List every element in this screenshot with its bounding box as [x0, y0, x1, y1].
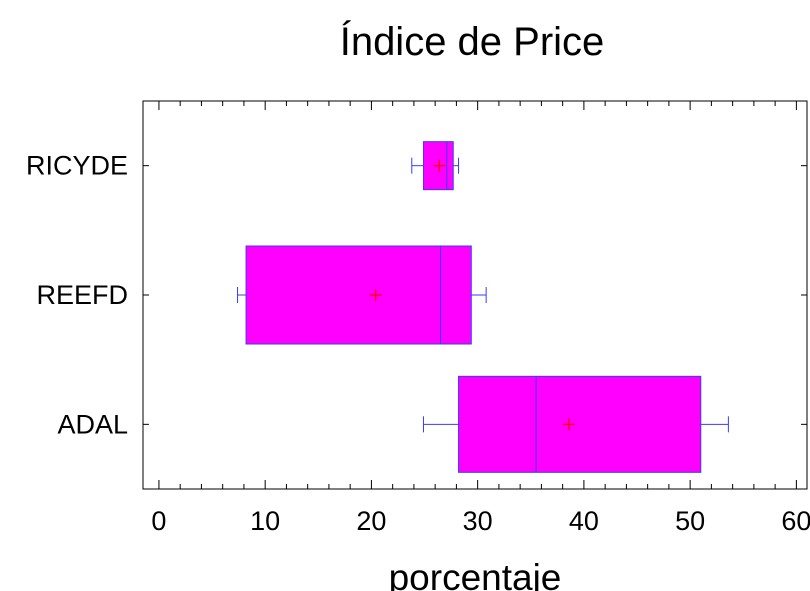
box-reefd — [237, 245, 487, 345]
box-iqr — [245, 245, 472, 345]
x-tick-label: 30 — [463, 506, 493, 536]
x-axis-ticks: 0 10 20 30 40 50 60 — [151, 101, 810, 536]
chart-title: Índice de Price — [340, 19, 605, 64]
x-tick-label: 10 — [250, 506, 280, 536]
category-labels: RICYDE REEFD ADAL — [26, 151, 807, 439]
x-axis-label: porcentaje — [389, 557, 562, 591]
category-label: RICYDE — [26, 151, 128, 181]
category-label: ADAL — [57, 409, 128, 439]
x-tick-label: 0 — [151, 506, 166, 536]
x-tick-label: 20 — [356, 506, 386, 536]
box-adal — [422, 375, 729, 473]
box-series — [237, 141, 729, 473]
x-tick-label: 50 — [675, 506, 705, 536]
x-tick-label: 60 — [781, 506, 810, 536]
box-iqr — [458, 375, 702, 473]
category-label: REEFD — [36, 280, 128, 310]
x-tick-label: 40 — [569, 506, 599, 536]
box-ricyde — [411, 141, 460, 191]
